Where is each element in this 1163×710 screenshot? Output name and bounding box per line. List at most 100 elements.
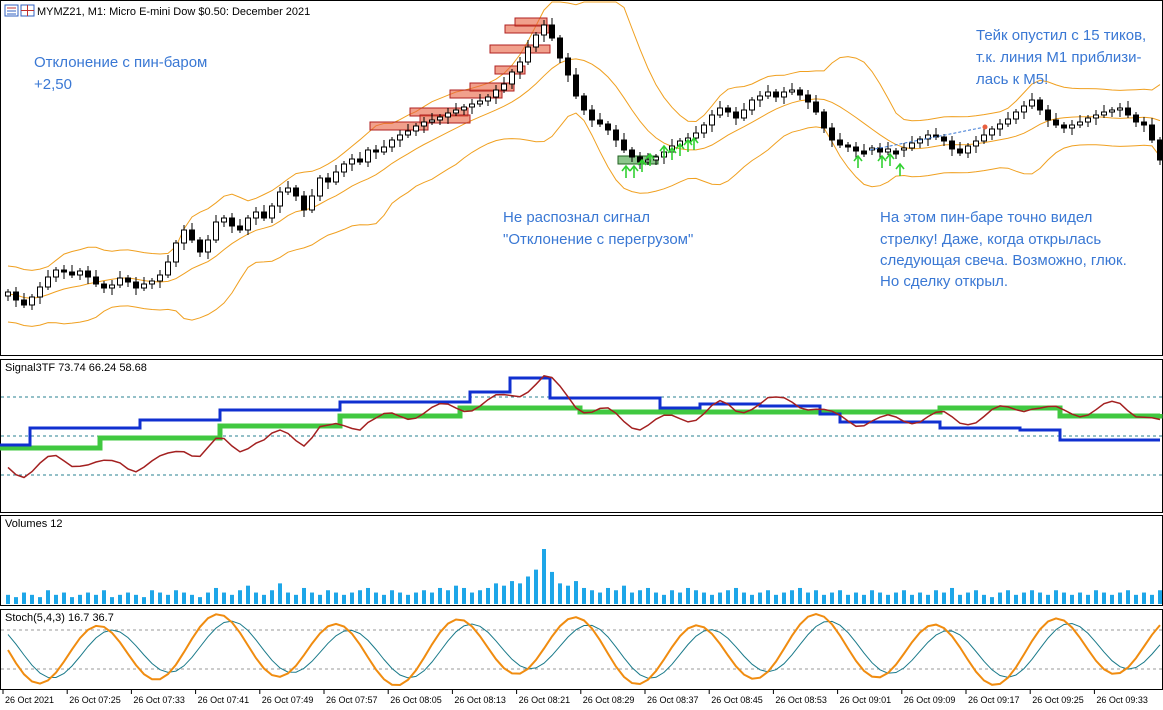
candle	[413, 123, 419, 136]
note-pinbar: Отклонение с пин-баром +2,50	[34, 54, 212, 93]
candle	[477, 94, 483, 107]
volume-bar	[1094, 590, 1098, 604]
candle	[333, 165, 339, 185]
signal-green-line	[0, 405, 1163, 451]
candle	[765, 85, 771, 99]
volume-bar	[182, 592, 186, 604]
candle	[1093, 110, 1099, 125]
candle	[253, 207, 259, 225]
volume-bar	[886, 594, 890, 604]
candle	[373, 145, 379, 159]
candle	[549, 18, 555, 41]
candle	[13, 287, 19, 307]
volume-bar	[742, 592, 746, 604]
candle	[381, 140, 387, 155]
volume-bar	[118, 594, 122, 604]
take-profit-marker	[982, 124, 988, 130]
candle	[261, 205, 267, 221]
candle	[509, 69, 515, 89]
candle	[357, 152, 363, 165]
candle	[533, 32, 539, 52]
candle	[1125, 101, 1131, 118]
candle	[485, 94, 491, 106]
volume-bar	[942, 592, 946, 604]
volume-bar	[438, 587, 442, 604]
candle	[389, 137, 395, 152]
up-arrow-icon	[885, 152, 895, 166]
volume-bar	[174, 590, 178, 604]
candle	[1013, 109, 1019, 124]
candle	[469, 99, 475, 114]
volume-bar	[750, 594, 754, 604]
volume-bar	[310, 592, 314, 604]
volume-bar	[502, 585, 506, 604]
volume-bar	[558, 583, 562, 604]
up-arrow-icon	[637, 158, 647, 172]
grid-view-icon[interactable]	[20, 4, 35, 17]
volume-bar	[1078, 592, 1082, 604]
volume-bar	[662, 594, 666, 604]
volume-bar	[574, 581, 578, 604]
candle	[325, 173, 331, 189]
candle	[237, 219, 243, 233]
volume-bar	[62, 592, 66, 604]
volume-bar	[46, 590, 50, 604]
candle	[941, 134, 947, 146]
candle	[493, 85, 499, 104]
time-tick-label: 26 Oct 07:25	[69, 695, 121, 705]
candle	[621, 133, 627, 153]
candle	[701, 122, 707, 138]
candle	[501, 77, 507, 93]
candle	[861, 144, 867, 157]
volume-bar	[1014, 594, 1018, 604]
volume-bar	[150, 590, 154, 604]
volume-bar	[550, 571, 554, 604]
volume-bar	[798, 587, 802, 604]
candle	[1029, 93, 1035, 109]
volume-bar	[478, 590, 482, 604]
volume-bar	[286, 592, 290, 604]
stoch-panel[interactable]	[0, 609, 1163, 690]
volume-bar	[462, 587, 466, 604]
candle	[85, 266, 91, 284]
candle	[973, 136, 979, 153]
volume-bar	[630, 592, 634, 604]
volume-bar	[6, 594, 10, 604]
candle	[1101, 105, 1107, 118]
candle	[885, 142, 891, 155]
stoch-title: Stoch(5,4,3) 16.7 36.7	[5, 612, 114, 624]
volume-bar	[414, 592, 418, 604]
volume-bar	[198, 597, 202, 604]
window-list-icon[interactable]	[4, 4, 19, 17]
candle	[909, 136, 915, 151]
time-tick-label: 26 Oct 08:05	[390, 695, 442, 705]
candle	[789, 83, 795, 95]
candle	[781, 87, 787, 104]
bollinger-lower	[7, 112, 1161, 327]
volume-bar	[190, 594, 194, 604]
volume-bar	[870, 590, 874, 604]
candle	[245, 215, 251, 235]
candle	[805, 90, 811, 109]
up-arrow-icon	[659, 144, 669, 158]
volume-bar	[774, 594, 778, 604]
candle	[437, 114, 443, 125]
time-tick-label: 26 Oct 08:37	[647, 695, 699, 705]
pinbar-box	[369, 121, 429, 131]
volume-bar	[838, 590, 842, 604]
volume-bar	[694, 590, 698, 604]
candle	[845, 142, 851, 152]
signal-red-line	[7, 374, 1161, 479]
volume-bar	[486, 587, 490, 604]
candle	[1117, 103, 1123, 117]
volume-panel[interactable]	[0, 515, 1163, 606]
candle	[61, 265, 67, 279]
chart-title: MYMZ21, M1: Micro E-mini Dow $0.50: Dece…	[37, 6, 310, 18]
volume-bar	[726, 590, 730, 604]
candle	[989, 126, 995, 140]
candle	[741, 103, 747, 121]
up-arrow-icon	[621, 164, 631, 178]
volume-bar	[262, 594, 266, 604]
volume-bar	[230, 594, 234, 604]
